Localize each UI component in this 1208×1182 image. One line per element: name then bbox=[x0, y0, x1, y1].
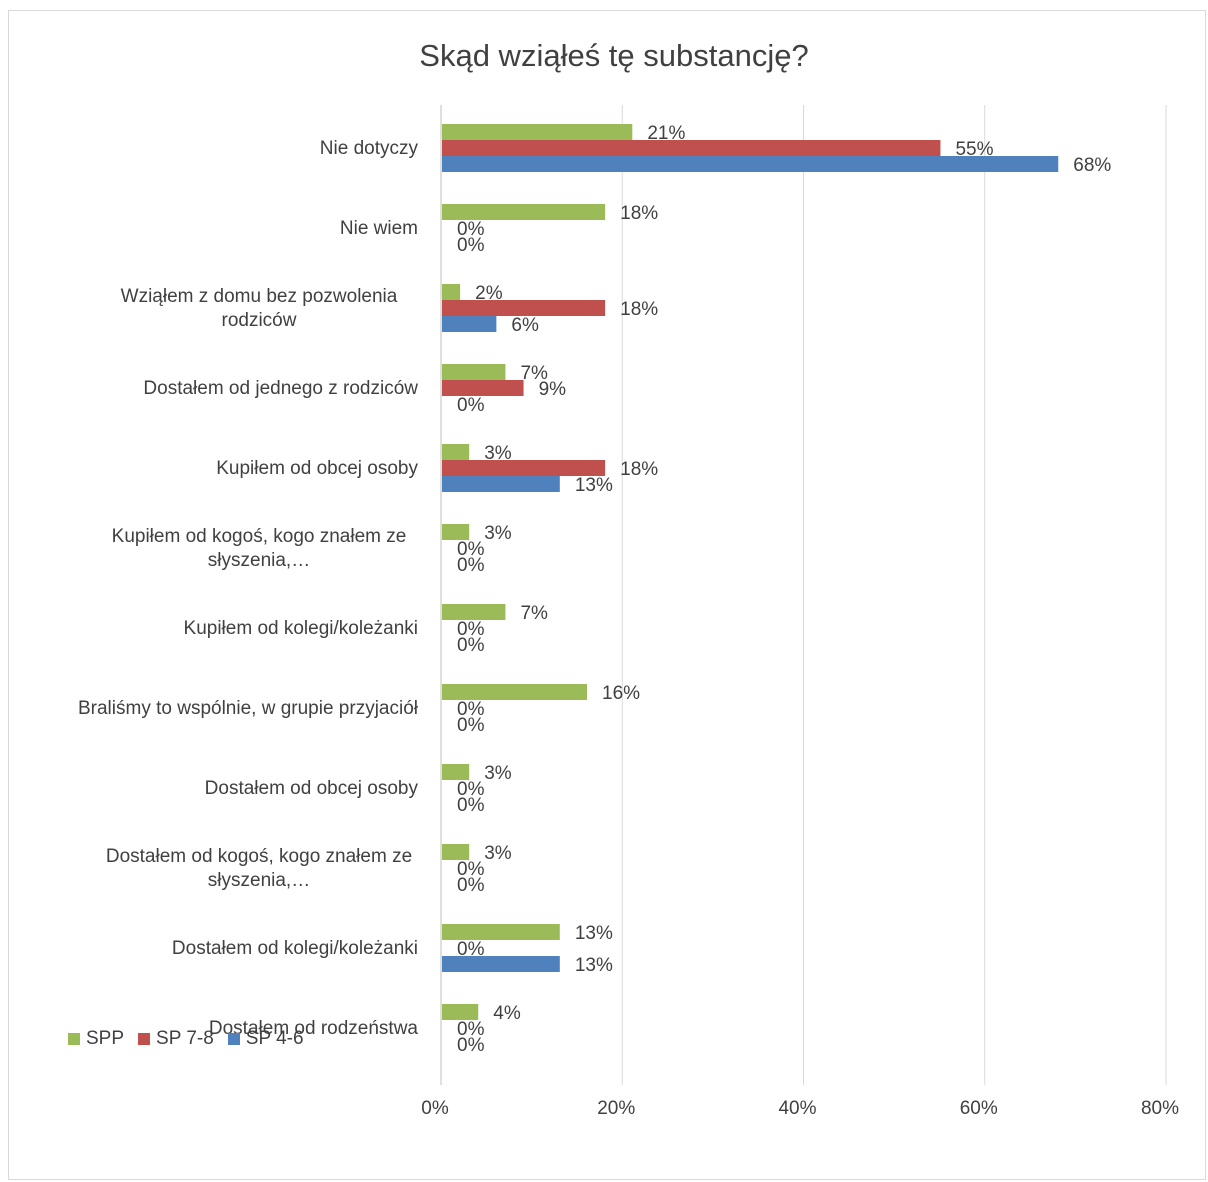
bar-spp bbox=[442, 444, 470, 460]
data-label: 21% bbox=[647, 123, 685, 144]
x-tick-label: 0% bbox=[421, 1098, 449, 1119]
data-label: 0% bbox=[457, 795, 485, 816]
bar-spp bbox=[442, 924, 560, 940]
data-label: 18% bbox=[620, 203, 658, 224]
x-tick-label: 40% bbox=[778, 1098, 816, 1119]
data-label: 3% bbox=[484, 523, 512, 544]
category-labels: Nie dotyczy Nie wiem Wziąłem z domu bez po… bbox=[78, 138, 419, 1039]
data-label: 0% bbox=[457, 539, 485, 560]
data-label: 3% bbox=[484, 763, 512, 784]
bar-sp-4-6 bbox=[442, 476, 560, 492]
data-label: 55% bbox=[955, 139, 993, 160]
category-label: słyszenia,… bbox=[208, 550, 310, 571]
category-label: Dostałem od kogoś, kogo znałem ze bbox=[106, 846, 412, 867]
x-tick-label: 80% bbox=[1141, 1098, 1179, 1119]
gridlines bbox=[440, 105, 1167, 1085]
bar-spp bbox=[442, 524, 470, 540]
category-label: rodziców bbox=[222, 310, 297, 331]
data-label: 3% bbox=[484, 443, 512, 464]
legend-label: SP 7-8 bbox=[156, 1028, 214, 1049]
category-label: Wziąłem z domu bez pozwolenia bbox=[121, 286, 398, 307]
data-label: 9% bbox=[539, 379, 567, 400]
chart-frame bbox=[8, 10, 1206, 1180]
category-label: Dostałem od jednego z rodziców bbox=[143, 378, 418, 399]
bar-sp-7-8 bbox=[442, 140, 941, 156]
bar-spp bbox=[442, 204, 606, 220]
bar-spp bbox=[442, 684, 587, 700]
data-label: 6% bbox=[511, 315, 539, 336]
legend-swatch bbox=[227, 1033, 240, 1045]
bar-sp-7-8 bbox=[442, 380, 524, 396]
category-label: Nie wiem bbox=[340, 218, 418, 239]
data-label: 0% bbox=[457, 219, 485, 240]
data-label: 0% bbox=[457, 1035, 485, 1056]
data-label: 18% bbox=[620, 459, 658, 480]
x-axis-tick-labels: 0% 20% 40% 60% 80% bbox=[421, 1098, 1179, 1119]
bar-sp-4-6 bbox=[442, 956, 560, 972]
bar-sp-4-6 bbox=[442, 156, 1059, 172]
bars bbox=[442, 124, 1059, 1020]
data-label: 0% bbox=[457, 875, 485, 896]
data-label: 68% bbox=[1073, 155, 1111, 176]
data-label: 0% bbox=[457, 555, 485, 576]
bar-sp-7-8 bbox=[442, 460, 606, 476]
data-label: 7% bbox=[520, 363, 548, 384]
bar-sp-7-8 bbox=[442, 300, 606, 316]
category-label: Braliśmy to wspólnie, w grupie przyjació… bbox=[78, 698, 419, 719]
bar-spp bbox=[442, 1004, 479, 1020]
bar-spp bbox=[442, 844, 470, 860]
category-label: Dostałem od rodzeństwa bbox=[209, 1018, 419, 1039]
legend-label: SPP bbox=[86, 1028, 125, 1049]
legend-swatch bbox=[68, 1033, 80, 1045]
category-label: Dostałem od obcej osoby bbox=[205, 778, 419, 799]
data-label: 4% bbox=[493, 1003, 521, 1024]
category-label: słyszenia,… bbox=[208, 870, 310, 891]
bar-spp bbox=[442, 364, 506, 380]
data-label: 0% bbox=[457, 859, 485, 880]
category-label: Dostałem od kolegi/koleżanki bbox=[172, 938, 418, 959]
legend-label: SP 4-6 bbox=[245, 1028, 304, 1049]
x-tick-label: 20% bbox=[597, 1098, 635, 1119]
data-label: 2% bbox=[475, 283, 503, 304]
data-label: 0% bbox=[457, 619, 485, 640]
data-label: 0% bbox=[457, 699, 485, 720]
data-label: 16% bbox=[602, 683, 640, 704]
bar-sp-4-6 bbox=[442, 316, 497, 332]
category-label: Kupiłem od kolegi/koleżanki bbox=[184, 618, 418, 639]
category-label: Kupiłem od obcej osoby bbox=[216, 458, 418, 479]
data-label: 0% bbox=[457, 779, 485, 800]
data-labels: 21%55%68%18%0%0%2%18%6%7%9%0%3%18%13%3%0… bbox=[457, 123, 1111, 1056]
data-label: 0% bbox=[457, 635, 485, 656]
chart-title: Skąd wziąłeś tę substancję? bbox=[419, 38, 809, 73]
bar-spp bbox=[442, 284, 461, 300]
legend-item: SPP bbox=[68, 1028, 124, 1050]
legend-item: SP 7-8 bbox=[138, 1028, 214, 1050]
data-label: 13% bbox=[575, 923, 613, 944]
data-label: 18% bbox=[620, 299, 658, 320]
legend-swatch bbox=[138, 1033, 151, 1045]
category-label: Kupiłem od kogoś, kogo znałem ze bbox=[112, 526, 407, 547]
data-label: 0% bbox=[457, 715, 485, 736]
category-label: Nie dotyczy bbox=[320, 138, 419, 159]
x-tick-label: 60% bbox=[960, 1098, 998, 1119]
data-label: 13% bbox=[575, 955, 613, 976]
data-label: 3% bbox=[484, 843, 512, 864]
data-label: 7% bbox=[520, 603, 548, 624]
bar-spp bbox=[442, 604, 506, 620]
legend: SPP SP 7-8 SP 4-6 bbox=[68, 1028, 318, 1050]
bar-spp bbox=[442, 124, 633, 140]
data-label: 0% bbox=[457, 395, 485, 416]
data-label: 0% bbox=[457, 939, 485, 960]
bar-spp bbox=[442, 764, 470, 780]
data-label: 0% bbox=[457, 1019, 485, 1040]
data-label: 0% bbox=[457, 235, 485, 256]
data-label: 13% bbox=[575, 475, 613, 496]
legend-item: SP 4-6 bbox=[227, 1028, 304, 1050]
